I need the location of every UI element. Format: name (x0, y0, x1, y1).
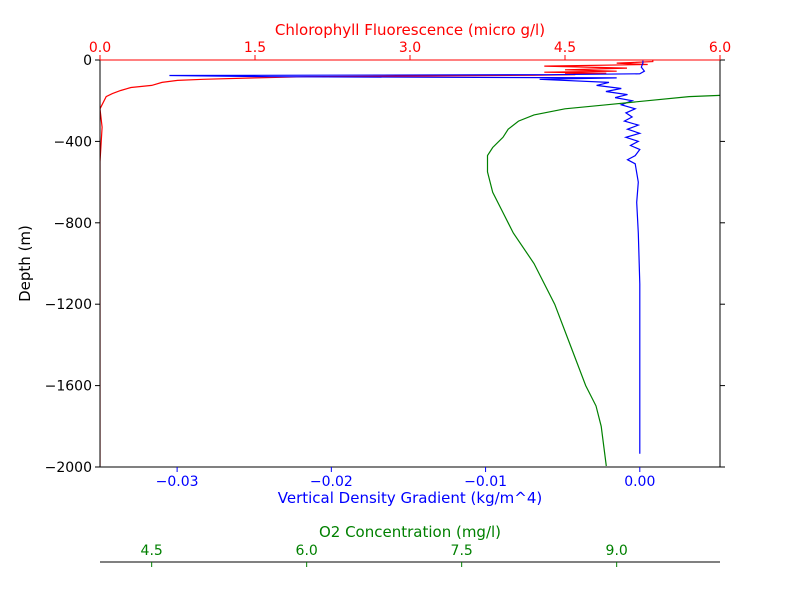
dens-tick-label: −0.01 (464, 474, 507, 490)
y-tick-label: −800 (54, 216, 92, 232)
series-line-o2 (486, 94, 720, 467)
chl-tick-label: 3.0 (399, 40, 421, 56)
y-tick-label: −1200 (45, 297, 92, 313)
o2-tick-label: 6.0 (296, 543, 318, 559)
y-tick-label: −400 (54, 134, 92, 150)
series-line-dens (169, 60, 646, 454)
chl-tick-label: 4.5 (554, 40, 576, 56)
chl-axis-label: Chlorophyll Fluorescence (micro g/l) (275, 21, 545, 39)
o2-tick-label: 7.5 (451, 543, 473, 559)
chl-tick-label: 6.0 (709, 40, 731, 56)
y-tick-label: −2000 (45, 460, 92, 476)
dens-tick-label: −0.02 (310, 474, 353, 490)
chl-tick-label: 0.0 (89, 40, 111, 56)
axes-layer (95, 55, 725, 567)
dens-axis-label: Vertical Density Gradient (kg/m^4) (278, 489, 542, 507)
o2-axis-label: O2 Concentration (mg/l) (319, 523, 501, 541)
y-tick-label: −1600 (45, 379, 92, 395)
dens-tick-label: −0.03 (156, 474, 199, 490)
y-axis-label: Depth (m) (16, 225, 34, 302)
o2-tick-label: 4.5 (141, 543, 163, 559)
y-tick-label: 0 (83, 53, 92, 69)
o2-tick-label: 9.0 (606, 543, 628, 559)
chl-tick-label: 1.5 (244, 40, 266, 56)
series-layer (100, 60, 720, 467)
dens-tick-label: 0.00 (624, 474, 655, 490)
labels-layer: −2000 −1600 −1200 −800 −400 0 Depth (m) 0.0 1.5 3… (16, 21, 731, 559)
series-line-chl (100, 60, 654, 466)
